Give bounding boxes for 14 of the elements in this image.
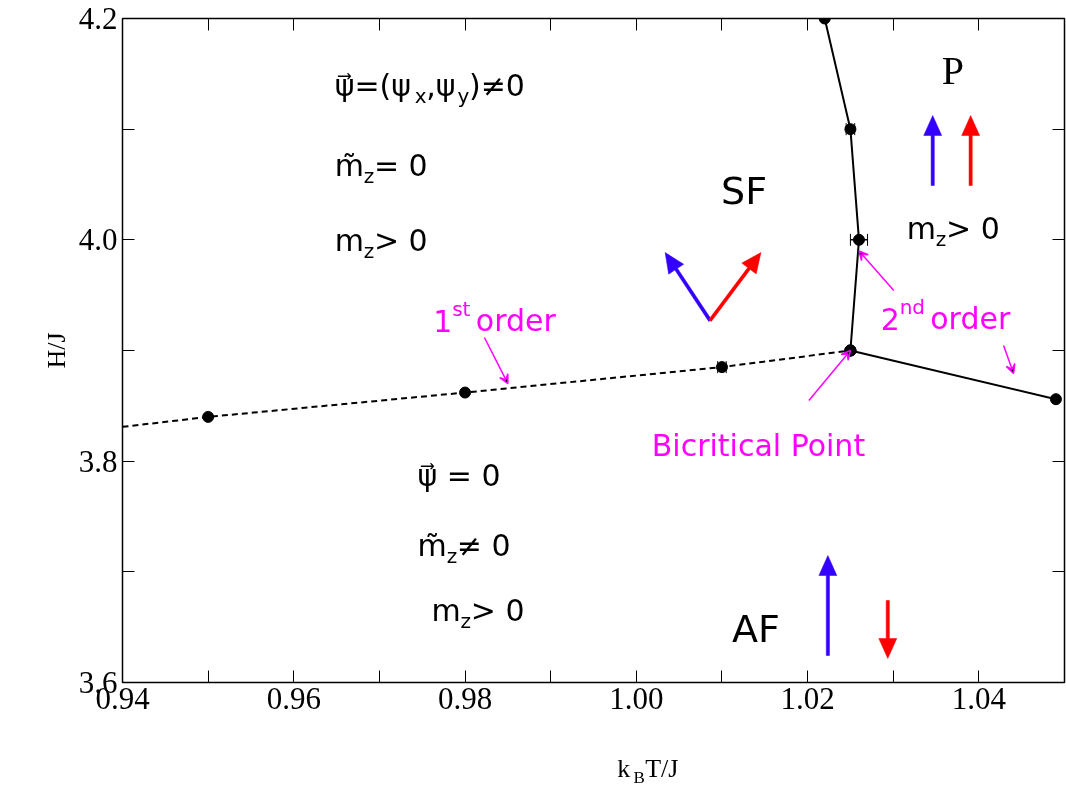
x-tick-label: 1.00 xyxy=(609,680,664,716)
annotation: AF xyxy=(732,606,780,651)
y-axis-title: H/J xyxy=(41,332,71,369)
y-tick-label: 4.2 xyxy=(78,1,118,36)
x-tick-label: 0.98 xyxy=(437,680,493,716)
annotation: Bicritical Point xyxy=(651,428,866,463)
annotation: ψ⃗ = 0 xyxy=(417,458,501,493)
x-tick-label: 0.96 xyxy=(266,680,321,716)
annotation: P xyxy=(941,48,964,93)
x-tick-label: 1.02 xyxy=(780,680,835,716)
x-tick-label: 1.04 xyxy=(951,680,1007,716)
annotation: SF xyxy=(721,168,767,213)
y-tick-label: 3.8 xyxy=(78,443,118,479)
y-tick-label: 4.0 xyxy=(78,222,118,258)
